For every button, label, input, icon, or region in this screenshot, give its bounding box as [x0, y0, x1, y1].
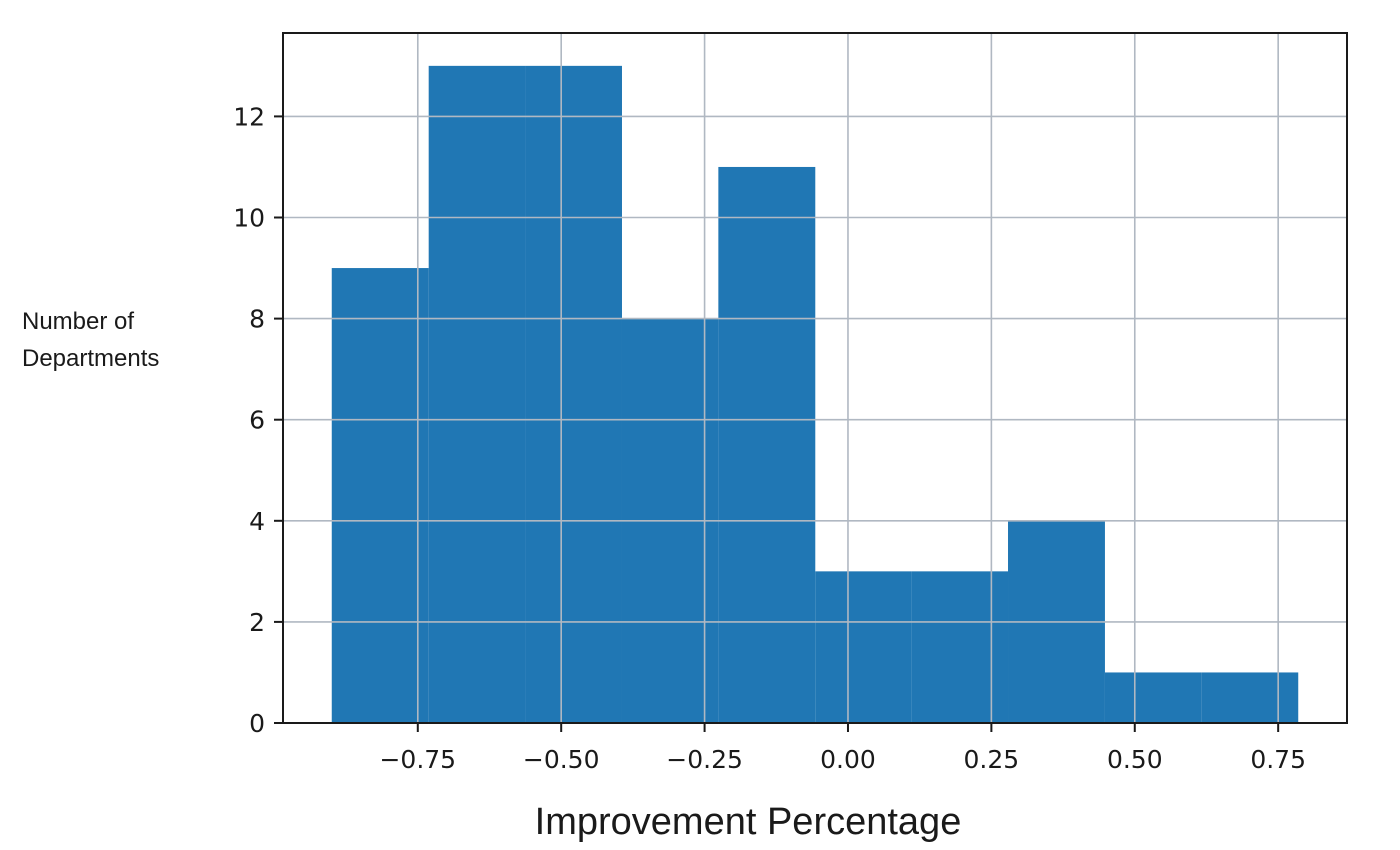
histogram-bar [911, 571, 1009, 723]
y-tick-label: 6 [249, 406, 265, 435]
x-tick-label: 0.00 [820, 745, 876, 774]
x-axis-label: Improvement Percentage [535, 801, 962, 843]
histogram-bar [428, 65, 526, 724]
x-tick-label: −0.50 [523, 745, 600, 774]
x-tick-label: 0.75 [1250, 745, 1306, 774]
labels-layer: Number of Departments Improvement Percen… [22, 308, 961, 843]
histogram-bar [718, 166, 816, 723]
x-tick-label: −0.75 [379, 745, 456, 774]
y-tick-label: 0 [249, 709, 265, 738]
histogram-bar [331, 268, 429, 723]
y-tick-label: 12 [233, 102, 265, 131]
y-tick-label: 4 [249, 507, 265, 536]
bars-layer [331, 65, 1299, 724]
y-tick-label: 2 [249, 608, 265, 637]
x-tick-label: 0.25 [964, 745, 1020, 774]
histogram-bar [815, 571, 912, 723]
y-tick-label: 8 [249, 305, 265, 334]
ticks-layer: −0.75 −0.50 −0.25 0.00 0.25 0.50 0.75 0 2 4 6 8 10 12 [233, 102, 1306, 774]
y-tick-label: 10 [233, 204, 265, 233]
y-axis-label-line-1: Number of [22, 308, 134, 335]
x-tick-label: 0.50 [1107, 745, 1163, 774]
y-axis-label-line-2: Departments [22, 345, 159, 372]
histogram-bar [1104, 672, 1202, 723]
histogram-bar [525, 65, 622, 724]
histogram-bar [1201, 672, 1299, 723]
plot-frame [282, 32, 1348, 724]
x-tick-label: −0.25 [666, 745, 743, 774]
